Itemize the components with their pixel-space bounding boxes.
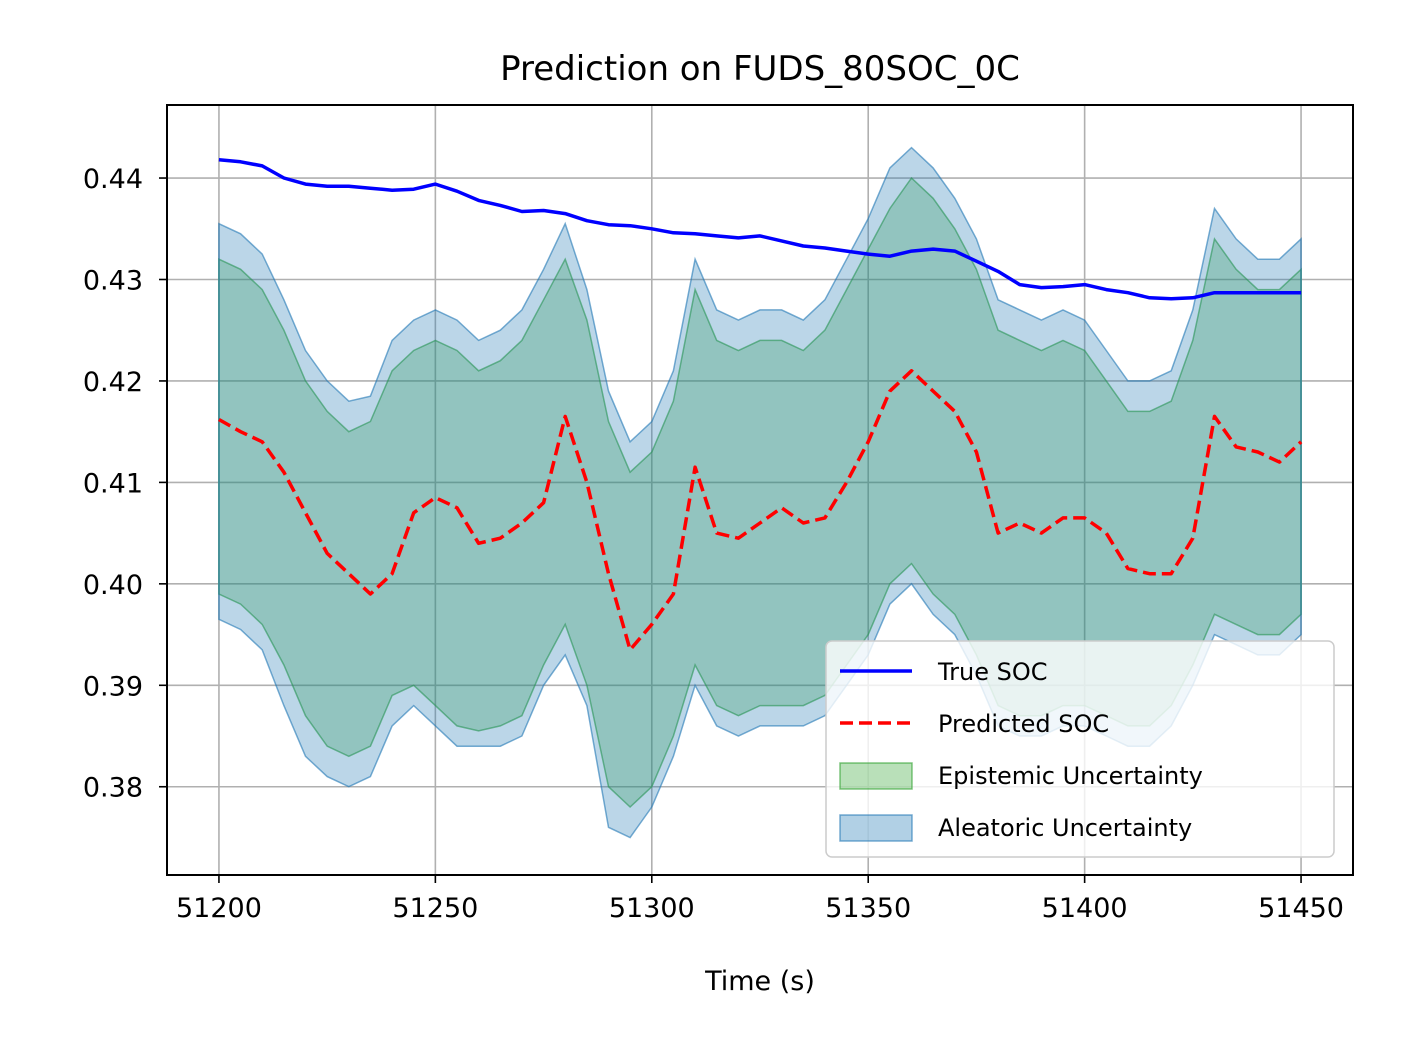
- x-tick-label: 51400: [1042, 893, 1128, 924]
- legend-label-predicted-soc: Predicted SOC: [938, 710, 1109, 738]
- legend-label-true-soc: True SOC: [937, 658, 1048, 686]
- predicted-soc-line: [218, 369, 1303, 652]
- y-tick-label: 0.38: [83, 773, 143, 804]
- x-axis-label: Time (s): [704, 966, 815, 997]
- y-tick-label: 0.43: [83, 265, 143, 296]
- x-tick-label: 51250: [392, 893, 478, 924]
- chart-title: Prediction on FUDS_80SOC_0C: [500, 49, 1020, 89]
- legend-box: [825, 640, 1335, 858]
- legend-label-epistemic-uncertainty: Epistemic Uncertainty: [938, 762, 1203, 790]
- true-soc-line: [218, 158, 1302, 301]
- x-tick-label: 51200: [176, 893, 262, 924]
- legend-label-aleatoric-uncertainty: Aleatoric Uncertainty: [938, 814, 1192, 842]
- x-tick-label: 51450: [1258, 893, 1344, 924]
- series-lines: [218, 158, 1303, 652]
- y-tick-label: 0.39: [83, 671, 143, 702]
- plot-frame: [166, 104, 1354, 876]
- x-tick-label: 51350: [825, 893, 911, 924]
- y-tick-label: 0.40: [83, 570, 143, 601]
- y-tick-label: 0.44: [83, 164, 143, 195]
- legend-swatch-aleatoric-uncertainty: [839, 814, 913, 842]
- y-tick-label: 0.42: [83, 367, 143, 398]
- legend: True SOC Predicted SOC Epistemic Uncertain…: [825, 640, 1335, 858]
- y-tick-label: 0.41: [83, 468, 143, 499]
- x-tick-label: 51300: [609, 893, 695, 924]
- legend-swatch-epistemic-uncertainty: [839, 762, 913, 790]
- axis-ticks: 51200 51250 51300 51350 51400 51450 0.38 0.39 0.…: [83, 164, 1344, 924]
